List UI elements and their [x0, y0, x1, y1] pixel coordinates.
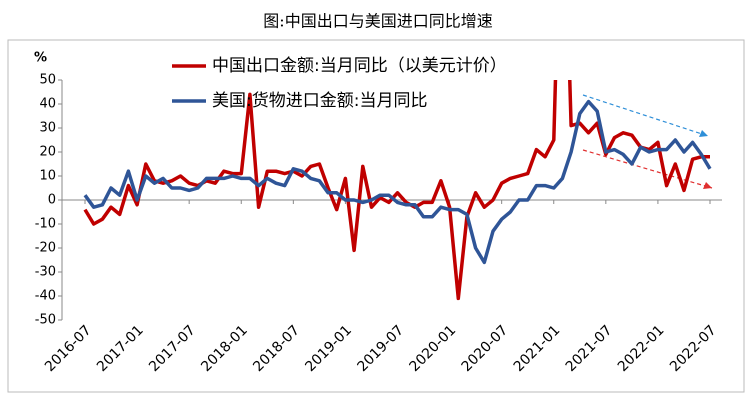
- y-unit: %: [34, 51, 47, 66]
- y-tick-label: 20: [39, 145, 56, 160]
- x-tick-label: 2018-07: [250, 322, 303, 375]
- series-line: [83, 80, 710, 301]
- y-tick-label: -10: [35, 217, 56, 232]
- y-tick-label: -50: [35, 313, 56, 328]
- x-tick-label: 2022-01: [615, 322, 668, 375]
- x-tick-label: 2017-07: [146, 322, 199, 375]
- y-tick-label: -40: [35, 289, 56, 304]
- x-tick-label: 2021-01: [511, 322, 564, 375]
- y-tick-label: 40: [39, 97, 56, 112]
- y-tick-label: -20: [35, 241, 56, 256]
- legend-label: 美国:货物进口金额:当月同比: [212, 91, 427, 111]
- chart-frame: [7, 39, 745, 393]
- trend-arrow: [582, 149, 713, 189]
- y-tick-label: -30: [35, 265, 56, 280]
- x-tick-label: 2018-01: [198, 322, 251, 375]
- plot-lines: [83, 80, 712, 301]
- x-tick-label: 2016-07: [42, 322, 95, 375]
- x-tick-label: 2019-07: [354, 322, 407, 375]
- y-tick-label: 50: [39, 73, 56, 88]
- arrow-head: [703, 182, 712, 189]
- y-tick-label: 0: [48, 193, 56, 208]
- chart-title: 图:中国出口与美国进口同比增速: [263, 12, 492, 31]
- x-tick-label: 2017-01: [94, 322, 147, 375]
- x-tick-label: 2019-01: [302, 322, 355, 375]
- x-tick-label: 2020-07: [459, 322, 512, 375]
- x-tick-label: 2020-01: [407, 322, 460, 375]
- x-tick-label: 2022-07: [667, 322, 720, 375]
- y-tick-label: 30: [39, 121, 56, 136]
- series-line: [83, 99, 712, 265]
- x-tick-label: 2021-07: [563, 322, 616, 375]
- y-tick-label: 10: [39, 169, 56, 184]
- trend-arrow: [582, 94, 709, 137]
- legend-label: 中国出口金额:当月同比（以美元计价）: [212, 56, 507, 76]
- arrow-head: [699, 130, 708, 137]
